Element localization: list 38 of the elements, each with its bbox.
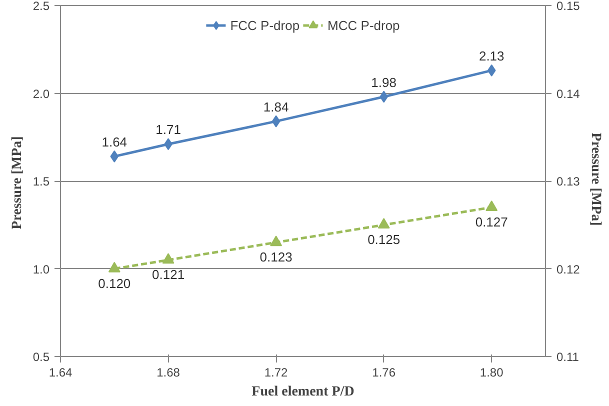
x-tick-label: 1.80 <box>480 366 504 380</box>
y2-tick-label: 0.14 <box>556 86 580 101</box>
data-label: 0.120 <box>98 276 131 291</box>
x-tick-label: 1.76 <box>372 366 396 380</box>
data-label: 2.13 <box>478 48 504 64</box>
data-label: 1.98 <box>371 74 396 90</box>
x-tick-label: 1.64 <box>48 366 73 380</box>
y-axis-title: Pressure [MPa] <box>10 136 25 230</box>
point <box>378 218 390 229</box>
y-tick-label: 0.5 <box>32 350 50 364</box>
point <box>162 253 174 264</box>
data-label: 0.127 <box>475 214 508 230</box>
x-axis-title: Fuel element P/D <box>252 384 354 400</box>
y2-axis-title: Pressure [MPa] <box>588 132 603 226</box>
data-label: 0.123 <box>260 249 292 264</box>
point <box>487 64 496 76</box>
y2-tick-label: 0.11 <box>556 350 580 364</box>
point <box>486 200 498 211</box>
y-tick-label: 2.5 <box>32 0 50 13</box>
y2-tick-label: 0.13 <box>556 174 580 188</box>
data-label: 1.71 <box>156 122 181 138</box>
x-tick-label: 1.68 <box>156 366 180 380</box>
y-tick-label: 2.0 <box>32 86 50 101</box>
data-label: 1.64 <box>102 134 128 150</box>
point <box>110 150 119 162</box>
x-tick-label: 1.72 <box>264 366 288 380</box>
data-label: 0.125 <box>368 232 400 247</box>
data-label: 0.121 <box>152 266 185 282</box>
y-tick-label: 1.5 <box>32 174 50 188</box>
legend-label: FCC P-drop <box>230 18 300 32</box>
y2-tick-label: 0.15 <box>556 0 580 13</box>
y-tick-label: 1.0 <box>32 262 50 276</box>
point <box>270 236 282 246</box>
point <box>108 262 120 272</box>
y2-tick-label: 0.12 <box>556 262 580 276</box>
legend-label: MCC P-drop <box>328 18 400 32</box>
point <box>272 115 280 128</box>
data-label: 1.84 <box>263 99 289 114</box>
